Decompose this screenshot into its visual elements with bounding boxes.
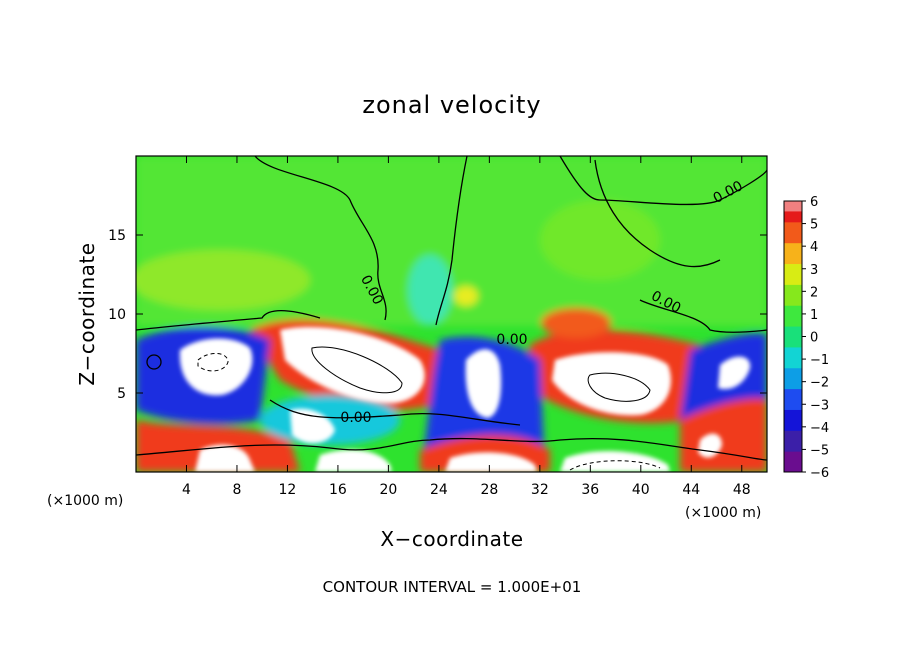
upper-left-lime-patch <box>136 250 310 310</box>
colorbar: 6 5 4 3 2 1 0 −1 −2 −3 −4 −5 −6 <box>783 195 829 481</box>
colorbar-segment <box>784 346 802 369</box>
white-core-9 <box>445 452 537 472</box>
x-unit-left: (×1000 m) <box>47 493 123 509</box>
x-tick-label: 8 <box>232 482 241 498</box>
colorbar-segment <box>784 367 802 390</box>
x-tick-label: 44 <box>682 482 700 498</box>
colorbar-tick-label: 6 <box>810 195 818 210</box>
colorbar-tick-label: 5 <box>810 218 818 233</box>
y-axis: 5 10 15 <box>108 228 767 402</box>
colorbar-tick-label: 1 <box>810 308 818 323</box>
colorbar-segment <box>784 388 802 410</box>
y-tick-label: 10 <box>108 307 126 323</box>
x-tick-label: 32 <box>531 482 549 498</box>
white-core-3 <box>465 349 502 418</box>
colorbar-segment <box>784 242 802 265</box>
colorbar-tick-label: 2 <box>810 285 818 300</box>
colorbar-segment <box>784 284 802 306</box>
red-patch-top-right <box>541 308 611 338</box>
colorbar-tick-label: 4 <box>810 240 818 255</box>
x-tick-label: 4 <box>182 482 191 498</box>
x-tick-label: 48 <box>733 482 751 498</box>
colorbar-tick-label: 3 <box>810 263 818 278</box>
y-tick-label: 5 <box>117 386 126 402</box>
y-axis-title: Z−coordinate <box>75 242 99 385</box>
colorbar-tick-label: −6 <box>810 466 829 481</box>
x-unit-right: (×1000 m) <box>685 505 761 521</box>
white-core-8 <box>315 449 392 472</box>
upper-right-lime-patch <box>540 200 660 280</box>
contour-zero-upper <box>254 156 387 321</box>
colorbar-tick-label: −4 <box>810 421 829 436</box>
contour-dashed-2 <box>569 460 661 471</box>
white-core-1 <box>179 338 253 396</box>
colorbar-tick-label: −3 <box>810 398 829 413</box>
x-axis-title: X−coordinate <box>380 527 523 551</box>
contour-zero-mid <box>136 310 321 331</box>
white-core-10 <box>560 451 670 472</box>
colorbar-segment <box>784 221 802 244</box>
colorbar-tick-label: −1 <box>810 353 829 368</box>
contour-small-circle <box>146 354 162 370</box>
contour-interval-note: CONTOUR INTERVAL = 1.000E+01 <box>323 578 582 596</box>
x-tick-label: 16 <box>329 482 347 498</box>
contour-label: 0.00 <box>496 332 527 348</box>
white-core-6 <box>195 444 255 472</box>
contour-zero-right-2 <box>594 159 721 268</box>
contour-label: 0.00 <box>340 410 371 426</box>
x-tick-label: 24 <box>430 482 448 498</box>
contour-zero-bottom <box>136 437 767 461</box>
colorbar-segment <box>784 326 802 348</box>
chart-title: zonal velocity <box>362 91 541 119</box>
contour-dashed-1 <box>197 353 229 372</box>
colorbar-tick-label: −2 <box>810 376 829 391</box>
velocity-field <box>136 156 767 472</box>
colorbar-tick-label: −5 <box>810 443 829 458</box>
x-axis: 4 8 12 16 20 24 28 32 36 40 44 48 <box>182 156 751 498</box>
white-core-5 <box>718 356 751 390</box>
contour-inner-2 <box>311 346 403 394</box>
y-tick-label: 15 <box>108 228 126 244</box>
x-tick-label: 20 <box>379 482 397 498</box>
contour-zero-low <box>269 399 521 426</box>
contour-zero-right <box>559 156 767 206</box>
colorbar-segment <box>784 305 802 327</box>
colorbar-segment <box>784 263 802 285</box>
colorbar-segment <box>784 451 802 473</box>
colorbar-segment <box>784 430 802 452</box>
colorbar-segment-top <box>784 201 802 212</box>
x-tick-label: 40 <box>632 482 650 498</box>
contour-zero-upper-2 <box>435 156 468 326</box>
x-tick-label: 12 <box>279 482 297 498</box>
upper-yellow-spot <box>454 286 478 306</box>
contour-inner-4 <box>587 372 651 402</box>
contour-zero-mid-right <box>639 299 767 333</box>
colorbar-segment <box>784 409 802 431</box>
colorbar-tick-label: 0 <box>810 331 818 346</box>
x-tick-label: 28 <box>480 482 498 498</box>
x-tick-label: 36 <box>581 482 599 498</box>
white-core-2 <box>280 326 425 404</box>
